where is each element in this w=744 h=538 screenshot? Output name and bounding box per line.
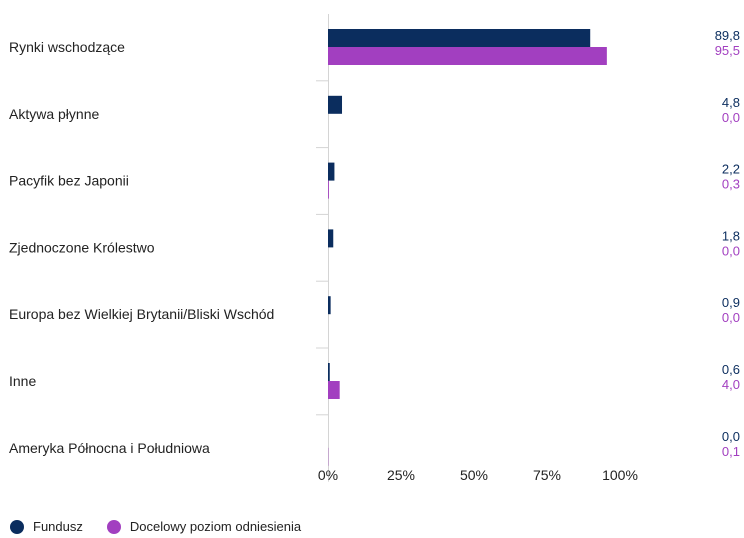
bar-fundusz [328,296,331,315]
value-label-fundusz: 89,8 [715,28,740,43]
x-tick-label: 25% [387,467,415,483]
value-label-benchmark: 95,5 [715,43,740,58]
category-label: Europa bez Wielkiej Brytanii/Bliski Wsch… [9,306,274,322]
value-label-benchmark: 0,0 [722,243,740,258]
category-label: Inne [9,373,36,389]
x-tick-label: 75% [533,467,561,483]
category-label: Zjednoczone Królestwo [9,239,155,255]
value-label-benchmark: 4,0 [722,377,740,392]
bar-fundusz [328,162,335,181]
x-tick-label: 100% [602,467,638,483]
category-label: Pacyfik bez Japonii [9,173,129,189]
x-tick-label: 50% [460,467,488,483]
legend-label-benchmark: Docelowy poziom odniesienia [129,519,302,534]
bar-fundusz [328,229,334,248]
bar-benchmark [328,381,340,399]
bar-chart-svg: Rynki wschodzące 89,895,5 Aktywa płynne 4,8… [9,14,740,483]
value-label-fundusz: 1,8 [722,228,740,243]
legend-item-benchmark: Docelowy poziom odniesienia [106,519,302,534]
value-label-fundusz: 0,6 [722,362,740,377]
value-label-fundusz: 0,0 [722,429,740,444]
legend: Fundusz Docelowy poziom odniesienia [10,519,325,534]
legend-label-fundusz: Fundusz [33,519,83,534]
value-label-fundusz: 4,8 [722,95,740,110]
bar-benchmark [328,180,329,199]
value-label-benchmark: 0,3 [722,177,740,192]
legend-swatch-fundusz [10,519,24,534]
value-label-benchmark: 0,0 [722,310,740,325]
value-label-benchmark: 0,1 [722,444,740,459]
value-label-benchmark: 0,0 [722,110,740,125]
category-label: Rynki wschodzące [9,39,125,55]
bar-fundusz [328,29,591,47]
x-tick-label: 0% [318,467,338,483]
bar-fundusz [328,95,343,114]
bar-fundusz [328,363,330,381]
legend-swatch-benchmark [106,519,121,534]
category-label: Ameryka Północna i Południowa [9,440,210,456]
bar-benchmark [328,47,607,65]
value-label-fundusz: 2,2 [722,162,740,177]
legend-item-fundusz: Fundusz [10,519,83,534]
category-label: Aktywa płynne [9,106,99,122]
value-label-fundusz: 0,9 [722,295,740,310]
